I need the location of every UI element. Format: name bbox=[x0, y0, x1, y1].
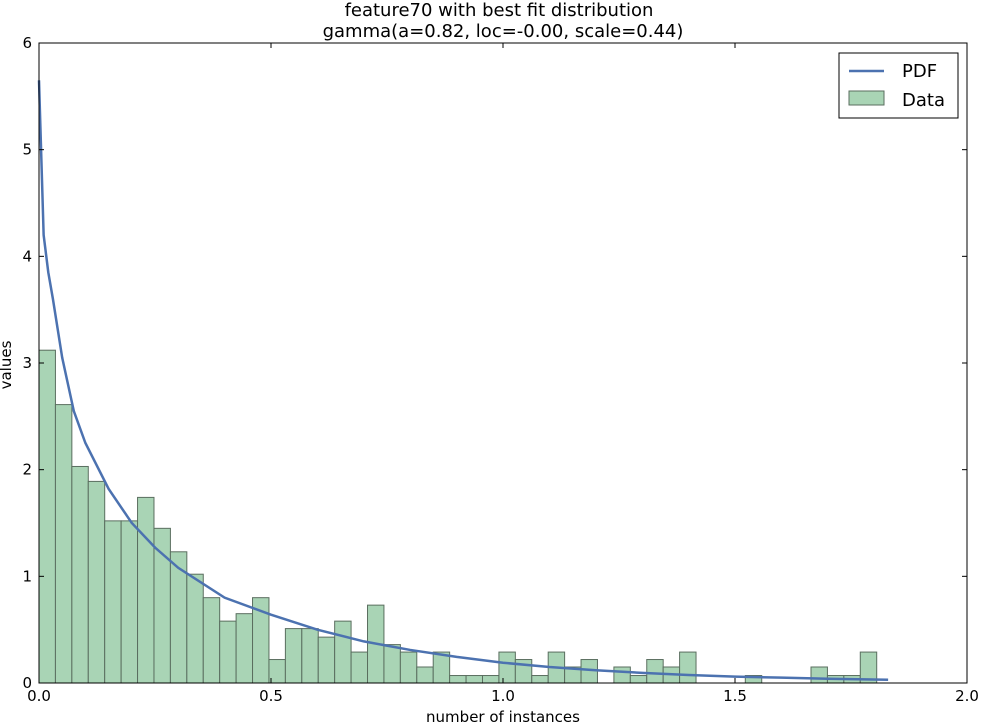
y-tick-label: 6 bbox=[22, 34, 32, 52]
x-tick-label: 2.0 bbox=[955, 687, 979, 705]
histogram-bar bbox=[481, 675, 500, 684]
histogram-bar bbox=[383, 644, 401, 684]
histogram-bars bbox=[38, 349, 878, 684]
histogram-bar bbox=[399, 651, 418, 684]
histogram-bar bbox=[465, 675, 484, 684]
legend: PDF Data bbox=[838, 52, 959, 119]
histogram-bar bbox=[284, 628, 303, 684]
histogram-bar bbox=[317, 636, 336, 684]
histogram-bar bbox=[301, 628, 319, 684]
y-tick-label: 3 bbox=[22, 354, 32, 372]
histogram-bar bbox=[186, 573, 204, 684]
histogram-bar bbox=[498, 651, 516, 684]
x-axis-label: number of instances bbox=[426, 708, 580, 726]
histogram-bar bbox=[120, 520, 139, 684]
histogram-bar bbox=[104, 520, 122, 684]
y-tick-label: 5 bbox=[22, 141, 32, 159]
histogram-bar bbox=[38, 349, 56, 684]
histogram-bar bbox=[646, 659, 664, 684]
legend-data-label: Data bbox=[902, 90, 945, 111]
x-tick-label: 1.0 bbox=[491, 687, 515, 705]
histogram-bar bbox=[71, 465, 89, 684]
histogram-bar bbox=[87, 480, 106, 684]
histogram-bar bbox=[54, 404, 73, 684]
histogram-bar bbox=[219, 620, 237, 684]
legend-data-swatch bbox=[848, 90, 885, 106]
histogram-bar bbox=[137, 496, 155, 684]
x-tick-label: 0.0 bbox=[27, 687, 51, 705]
x-tick-label: 0.5 bbox=[259, 687, 283, 705]
y-axis: 0 1 2 3 4 5 6 bbox=[22, 34, 967, 692]
histogram-bar bbox=[629, 675, 648, 684]
histogram-bar bbox=[334, 620, 352, 684]
pdf-line bbox=[37, 80, 889, 682]
legend-pdf-label: PDF bbox=[902, 61, 937, 82]
histogram-bar bbox=[202, 597, 221, 684]
histogram-bar bbox=[531, 675, 549, 684]
y-tick-label: 4 bbox=[22, 247, 32, 265]
histogram-bar bbox=[613, 666, 631, 684]
histogram-bar bbox=[235, 613, 254, 684]
y-axis-label: values bbox=[0, 340, 15, 389]
chart-title: feature70 with best fit distribution bbox=[345, 0, 654, 21]
y-tick-label: 0 bbox=[22, 674, 32, 692]
histogram-bar bbox=[810, 666, 828, 684]
x-axis: 0.0 0.5 1.0 1.5 2.0 bbox=[27, 43, 979, 705]
histogram-bar bbox=[153, 527, 171, 684]
y-tick-label: 2 bbox=[22, 461, 32, 479]
histogram-bar bbox=[416, 666, 434, 684]
histogram-bar bbox=[449, 675, 467, 684]
chart-subtitle: gamma(a=0.82, loc=-0.00, scale=0.44) bbox=[323, 21, 684, 42]
x-tick-label: 1.5 bbox=[723, 687, 747, 705]
histogram-bar bbox=[350, 651, 369, 684]
y-tick-label: 1 bbox=[22, 567, 32, 585]
legend-box bbox=[838, 52, 959, 119]
histogram-bar bbox=[679, 651, 697, 684]
